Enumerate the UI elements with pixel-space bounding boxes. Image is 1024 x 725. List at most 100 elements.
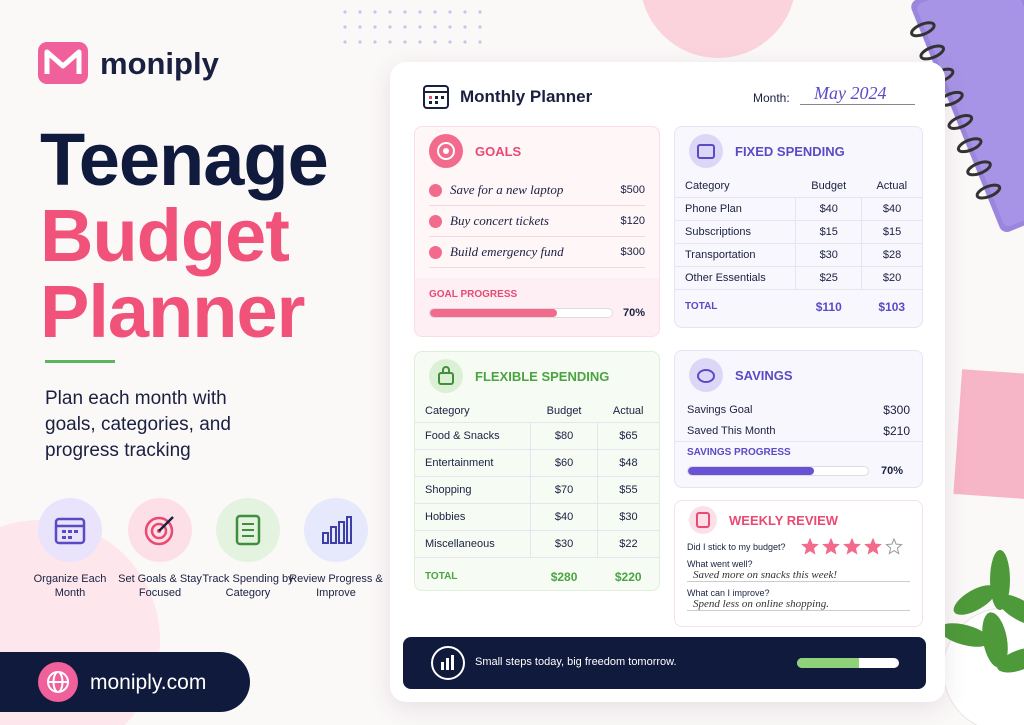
column-header: Budget: [811, 179, 847, 192]
table-row: Miscellaneous $30 $22: [415, 530, 659, 557]
table-cell: Transportation: [685, 248, 756, 261]
divider: [45, 360, 115, 363]
goal-text: Buy concert tickets: [450, 213, 549, 228]
column-header: Actual: [876, 179, 908, 192]
planner-title: Monthly Planner: [460, 87, 593, 106]
feature-label: Set Goals & Stay Focused: [118, 573, 202, 599]
table-cell: Other Essentials: [685, 271, 766, 284]
total-cell: $280: [550, 569, 578, 584]
hero-title: Planner: [40, 270, 305, 353]
footer-icon: [431, 646, 465, 680]
flexible-panel: FLEXIBLE SPENDING Category Budget Actual Fo…: [414, 351, 660, 591]
feature: Set Goals & Stay Focused: [110, 498, 210, 600]
table-row: Transportation $30 $28: [675, 243, 922, 266]
hero-title: Budget: [40, 194, 290, 277]
panel-title: WEEKLY REVIEW: [729, 512, 839, 528]
goal-item: Buy concert tickets $120: [429, 206, 645, 237]
table-cell: Phone Plan: [685, 202, 742, 215]
table-cell: $40: [795, 197, 862, 220]
goal-amount: $300: [620, 246, 645, 258]
fixed-panel: FIXED SPENDING Category Budget Actual Phone…: [674, 126, 923, 328]
goals-icon: [429, 134, 463, 168]
table-header: Category Budget Actual: [415, 400, 659, 422]
progress-label: GOAL PROGRESS: [429, 289, 518, 300]
table-cell: $60: [530, 449, 598, 476]
hero-title: Teenage: [40, 118, 329, 201]
savings-row: Saved This Month $210: [675, 420, 922, 441]
review-answer: Saved more on snacks this week!: [687, 569, 910, 582]
feature-icon: [216, 498, 280, 562]
globe-icon: [38, 662, 78, 702]
total-cell: TOTAL: [425, 571, 458, 583]
star: [884, 538, 903, 555]
total-cell: $220: [614, 569, 642, 584]
calendar-icon: [423, 85, 449, 109]
panel-title: FLEXIBLE SPENDING: [475, 368, 610, 384]
review-question: What went well?: [687, 559, 753, 569]
hero-subtitle: Plan each month with goals, categories, …: [45, 388, 231, 461]
table-cell: $30: [795, 243, 862, 266]
check-icon: [429, 183, 442, 197]
table-cell: Shopping: [425, 483, 472, 496]
website-pill[interactable]: moniply.com: [0, 652, 250, 712]
savings-cell: $300: [883, 402, 910, 417]
footer-bar-track: [797, 658, 899, 668]
table-cell: Miscellaneous: [425, 537, 495, 550]
piggy-icon: [689, 358, 723, 392]
column-header: Category: [685, 179, 730, 192]
table-cell: $65: [596, 422, 659, 449]
total-cell: $103: [878, 299, 906, 314]
table-cell: $20: [861, 266, 922, 289]
table-cell: $40: [861, 197, 922, 220]
brand-name: moniply: [100, 46, 219, 81]
goal-text: Save for a new laptop: [450, 182, 564, 197]
check-icon: [429, 214, 442, 228]
table-total: TOTAL $110 $103: [675, 289, 922, 320]
review-icon: [689, 506, 717, 534]
goal-text: Build emergency fund: [450, 244, 564, 259]
feature-label: Track Spending by Category: [202, 573, 294, 599]
table-cell: $40: [530, 503, 598, 530]
table-cell: $15: [795, 220, 862, 243]
column-header: Category: [425, 404, 470, 417]
table-row: Shopping $70 $55: [415, 476, 659, 503]
table-row: Food & Snacks $80 $65: [415, 422, 659, 449]
savings-cell: Saved This Month: [687, 424, 776, 437]
progress-fill: [430, 309, 558, 317]
star: [821, 538, 840, 555]
table-cell: $25: [795, 266, 862, 289]
progress-text: 70%: [622, 307, 645, 319]
savings-cell: $210: [883, 423, 910, 438]
footer-text: Small steps today, big freedom tomorrow.: [475, 656, 677, 668]
table-cell: Hobbies: [425, 510, 466, 523]
table-cell: $15: [861, 220, 922, 243]
table-header: Category Budget Actual: [675, 175, 922, 197]
savings-row: Savings Goal $300: [675, 399, 922, 420]
table-cell: $70: [530, 476, 598, 503]
star: [800, 538, 819, 555]
check-icon: [429, 245, 442, 259]
month-label: Month:: [753, 91, 790, 105]
progress-label: SAVINGS PROGRESS: [687, 447, 791, 458]
table-row: Entertainment $60 $48: [415, 449, 659, 476]
feature-icon: [304, 498, 368, 562]
wallet-icon: [689, 134, 723, 168]
goals-panel: GOALS Save for a new laptop $500 Buy conce…: [414, 126, 660, 337]
review-question: What can I improve?: [687, 588, 770, 598]
table-total: TOTAL $280 $220: [415, 557, 659, 592]
table-cell: $28: [861, 243, 922, 266]
review-answer: Spend less on online shopping.: [687, 598, 910, 611]
progress-track: [429, 308, 613, 318]
star: [863, 538, 882, 555]
feature: Track Spending by Category: [198, 498, 298, 600]
panel-title: SAVINGS: [735, 367, 793, 383]
flexible-table: Category Budget Actual Food & Snacks $80 $65 E…: [415, 400, 659, 592]
fixed-table: Category Budget Actual Phone Plan $40 $40 Subs…: [675, 175, 922, 320]
column-header: Actual: [612, 404, 644, 417]
goal-item: Save for a new laptop $500: [429, 175, 645, 206]
table-cell: $22: [596, 530, 659, 557]
table-cell: $30: [596, 503, 659, 530]
star: [842, 538, 861, 555]
panel-title: FIXED SPENDING: [735, 143, 845, 159]
table-cell: Subscriptions: [685, 225, 752, 238]
